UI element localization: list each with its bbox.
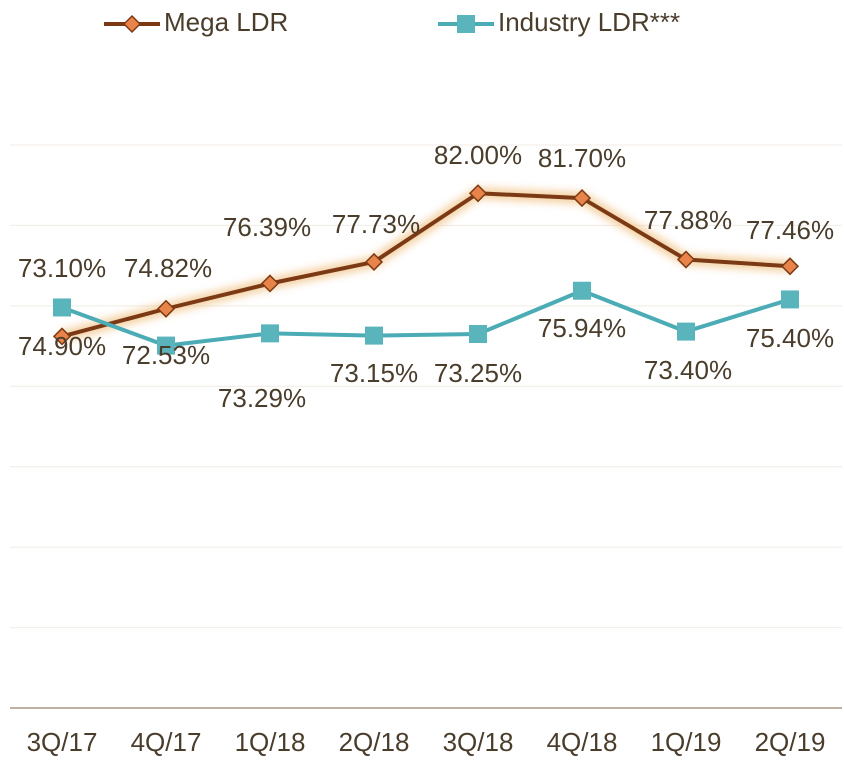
data-label: 76.39% — [223, 212, 311, 242]
marker — [365, 326, 383, 345]
marker — [52, 327, 72, 346]
marker — [469, 325, 487, 344]
marker — [260, 274, 280, 293]
data-label: 72.53% — [122, 340, 210, 370]
marker — [573, 281, 591, 300]
data-label: 73.15% — [330, 358, 418, 388]
data-label: 74.90% — [18, 331, 106, 361]
marker — [781, 290, 799, 309]
data-label: 82.00% — [434, 140, 522, 170]
x-tick-label: 4Q/18 — [547, 727, 618, 757]
data-label: 77.73% — [332, 209, 420, 239]
x-tick-label: 3Q/17 — [27, 727, 98, 757]
marker — [676, 250, 696, 269]
marker — [677, 322, 695, 341]
data-label: 75.94% — [538, 313, 626, 343]
marker — [468, 184, 488, 203]
marker — [122, 14, 142, 34]
marker — [457, 15, 475, 33]
legend-label: Industry LDR*** — [498, 7, 680, 37]
data-label: 73.29% — [218, 383, 306, 413]
x-tick-label: 2Q/19 — [755, 727, 826, 757]
marker — [156, 299, 176, 318]
series-line — [61, 191, 791, 339]
x-tick-label: 1Q/18 — [235, 727, 306, 757]
data-label: 81.70% — [538, 143, 626, 173]
data-label: 73.10% — [18, 253, 106, 283]
data-label: 73.40% — [644, 355, 732, 385]
marker — [572, 189, 592, 208]
marker — [53, 298, 71, 317]
data-label: 74.82% — [124, 253, 212, 283]
x-tick-label: 4Q/17 — [131, 727, 202, 757]
marker — [364, 252, 384, 272]
data-label: 73.25% — [434, 358, 522, 388]
marker — [157, 336, 175, 355]
marker — [261, 324, 279, 343]
x-tick-label: 1Q/19 — [651, 727, 722, 757]
legend-label: Mega LDR — [164, 7, 288, 37]
series-line — [61, 288, 791, 348]
marker — [780, 257, 800, 276]
data-label: 77.88% — [644, 205, 732, 235]
x-tick-label: 3Q/18 — [443, 727, 514, 757]
x-tick-label: 2Q/18 — [339, 727, 410, 757]
data-label: 75.40% — [746, 323, 834, 353]
data-label: 77.46% — [746, 215, 834, 245]
